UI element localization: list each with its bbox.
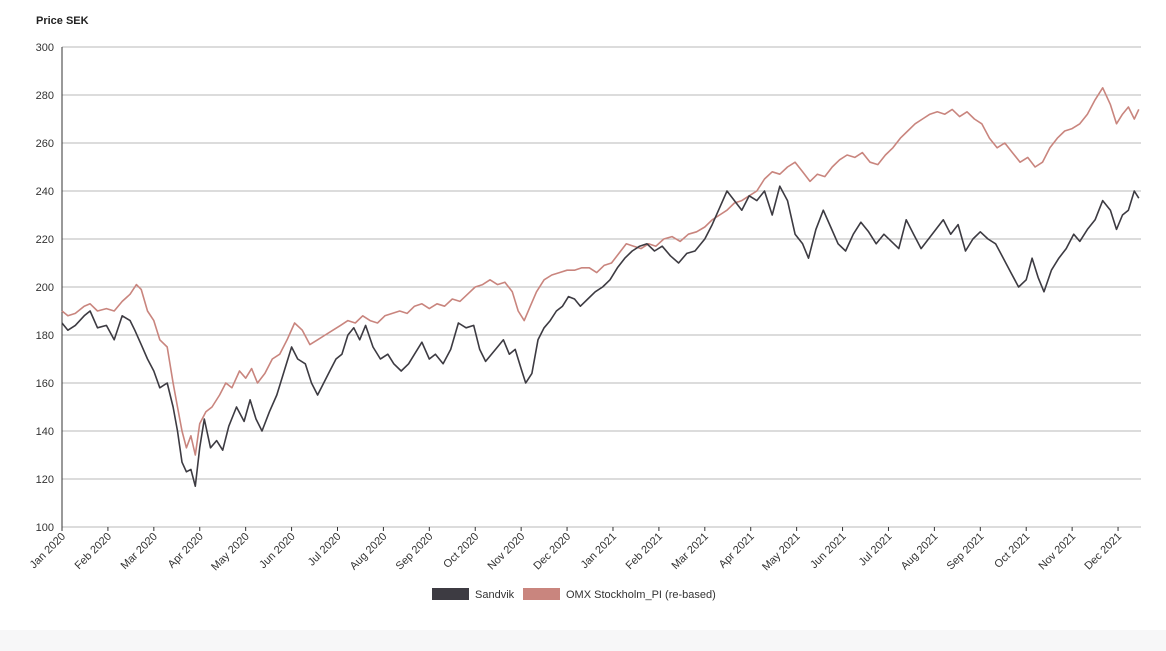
y-tick-label: 100 bbox=[36, 522, 54, 534]
chart-container: Price SEK 100 120 140 160 180 200 220 240 260 280… bbox=[27, 15, 1141, 601]
legend-swatch-omx bbox=[523, 588, 560, 600]
x-tick-label: Oct 2020 bbox=[441, 531, 481, 571]
x-tick-label: Feb 2020 bbox=[73, 531, 114, 572]
x-tick-label: May 2021 bbox=[760, 531, 803, 574]
x-tick-label: Jun 2020 bbox=[257, 531, 297, 571]
y-tick-label: 180 bbox=[36, 330, 54, 342]
x-tick-label: Sep 2020 bbox=[394, 531, 436, 573]
legend-label-sandvik: Sandvik bbox=[475, 589, 515, 601]
legend-swatch-sandvik bbox=[432, 588, 469, 600]
y-axis-ticks: 100 120 140 160 180 200 220 240 260 280 300 bbox=[36, 42, 54, 534]
legend-label-omx: OMX Stockholm_PI (re-based) bbox=[566, 589, 716, 601]
x-tick-label: Aug 2020 bbox=[348, 531, 390, 573]
legend: Sandvik OMX Stockholm_PI (re-based) bbox=[432, 588, 716, 601]
y-tick-label: 260 bbox=[36, 138, 54, 150]
x-tick-label: Jul 2021 bbox=[857, 531, 895, 569]
y-tick-label: 140 bbox=[36, 426, 54, 438]
y-tick-label: 240 bbox=[36, 186, 54, 198]
series-lines bbox=[61, 87, 1140, 487]
x-tick-label: Dec 2021 bbox=[1082, 531, 1124, 573]
x-axis-ticks: Jan 2020 Feb 2020 Mar 2020 Apr 2020 May 2020… bbox=[28, 527, 1124, 574]
y-axis-title: Price SEK bbox=[36, 15, 89, 27]
price-chart: Price SEK 100 120 140 160 180 200 220 240 260 280… bbox=[28, 15, 1141, 601]
y-tick-label: 120 bbox=[36, 474, 54, 486]
x-tick-label: Nov 2021 bbox=[1036, 531, 1078, 573]
series-line-omx bbox=[61, 87, 1140, 456]
x-tick-label: Dec 2020 bbox=[531, 531, 573, 573]
x-tick-label: Mar 2021 bbox=[670, 531, 711, 572]
x-tick-label: Apr 2021 bbox=[717, 531, 757, 571]
x-tick-label: Aug 2021 bbox=[899, 531, 941, 573]
y-tick-label: 300 bbox=[36, 42, 54, 54]
x-tick-label: Jan 2021 bbox=[579, 531, 619, 571]
x-tick-label: May 2020 bbox=[209, 531, 252, 574]
x-tick-label: Feb 2021 bbox=[624, 531, 665, 572]
x-tick-label: Mar 2020 bbox=[119, 531, 160, 572]
x-tick-label: Nov 2020 bbox=[485, 531, 527, 573]
y-tick-label: 160 bbox=[36, 378, 54, 390]
series-line-sandvik bbox=[61, 185, 1140, 487]
x-tick-label: Sep 2021 bbox=[945, 531, 987, 573]
x-tick-label: Oct 2021 bbox=[992, 531, 1032, 571]
x-tick-label: Jan 2020 bbox=[28, 531, 68, 571]
x-tick-label: Apr 2020 bbox=[166, 531, 206, 571]
x-tick-label: Jul 2020 bbox=[306, 531, 344, 569]
y-tick-label: 280 bbox=[36, 90, 54, 102]
x-tick-label: Jun 2021 bbox=[808, 531, 848, 571]
y-tick-label: 200 bbox=[36, 282, 54, 294]
y-tick-label: 220 bbox=[36, 234, 54, 246]
